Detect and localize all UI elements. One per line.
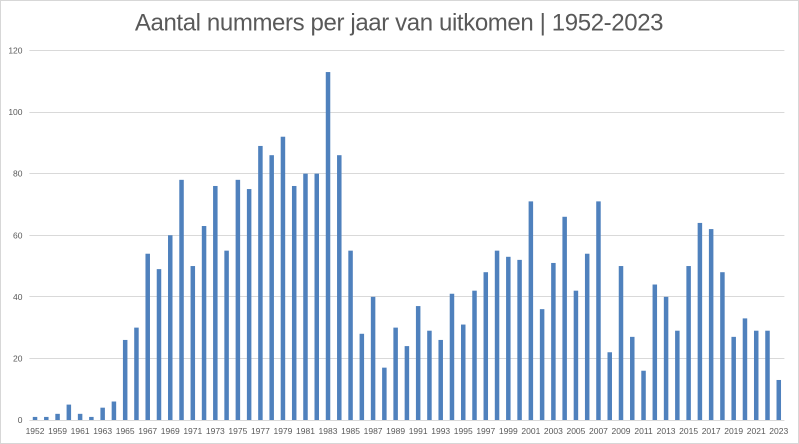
svg-text:1973: 1973 [206,426,225,436]
svg-text:120: 120 [8,46,22,56]
svg-text:1995: 1995 [454,426,473,436]
svg-text:1952: 1952 [26,426,45,436]
svg-text:Aantal nummers per jaar van ui: Aantal nummers per jaar van uitkomen | 1… [135,10,663,37]
svg-text:1991: 1991 [409,426,428,436]
svg-text:2001: 2001 [521,426,540,436]
svg-text:1979: 1979 [273,426,292,436]
svg-text:2003: 2003 [544,426,563,436]
svg-text:60: 60 [13,230,23,240]
svg-text:1965: 1965 [116,426,135,436]
svg-text:1969: 1969 [161,426,180,436]
svg-text:1993: 1993 [431,426,450,436]
svg-text:1983: 1983 [319,426,338,436]
svg-text:40: 40 [13,292,23,302]
svg-text:2005: 2005 [566,426,585,436]
svg-text:2023: 2023 [769,426,788,436]
svg-text:2021: 2021 [747,426,766,436]
svg-text:20: 20 [13,353,23,363]
svg-text:2011: 2011 [634,426,653,436]
svg-text:80: 80 [13,169,23,179]
svg-text:1987: 1987 [364,426,383,436]
svg-text:2013: 2013 [657,426,676,436]
svg-text:2019: 2019 [724,426,743,436]
svg-text:1997: 1997 [476,426,495,436]
svg-text:1971: 1971 [183,426,202,436]
svg-text:1999: 1999 [499,426,518,436]
svg-text:2009: 2009 [612,426,631,436]
svg-text:1967: 1967 [138,426,157,436]
svg-text:100: 100 [8,107,22,117]
svg-text:1977: 1977 [251,426,270,436]
svg-text:1981: 1981 [296,426,315,436]
svg-text:0: 0 [18,415,23,425]
svg-text:1959: 1959 [48,426,67,436]
svg-text:2007: 2007 [589,426,608,436]
svg-text:1963: 1963 [93,426,112,436]
svg-text:1989: 1989 [386,426,405,436]
svg-text:1985: 1985 [341,426,360,436]
svg-text:1961: 1961 [71,426,90,436]
svg-text:1975: 1975 [228,426,247,436]
svg-text:2017: 2017 [702,426,721,436]
svg-text:2015: 2015 [679,426,698,436]
